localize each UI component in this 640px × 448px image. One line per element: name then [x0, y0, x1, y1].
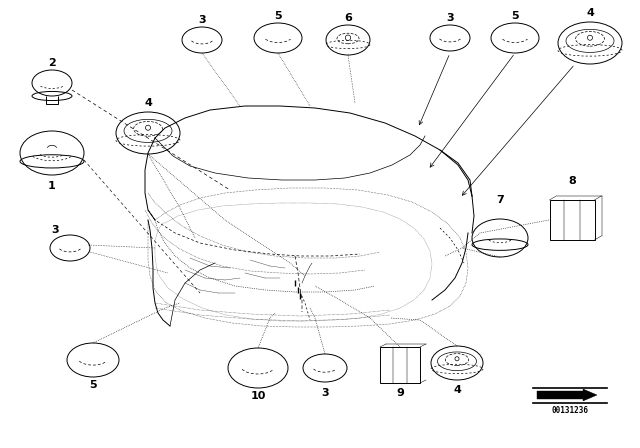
Text: 3: 3: [51, 225, 59, 235]
Text: 5: 5: [274, 11, 282, 21]
Text: 3: 3: [198, 15, 206, 25]
Bar: [550, 200, 595, 240]
Text: 4: 4: [144, 98, 152, 108]
Text: 9: 9: [396, 388, 404, 398]
Text: 3: 3: [446, 13, 454, 23]
Bar: [380, 347, 420, 383]
Text: 4: 4: [586, 8, 594, 18]
Text: 2: 2: [48, 58, 56, 68]
Text: 7: 7: [496, 195, 504, 205]
Text: 6: 6: [344, 13, 352, 23]
Text: 5: 5: [511, 11, 519, 21]
Text: 00131236: 00131236: [552, 406, 589, 415]
Text: 3: 3: [321, 388, 329, 398]
Text: 4: 4: [453, 385, 461, 395]
Text: 1: 1: [48, 181, 56, 191]
Text: 5: 5: [89, 380, 97, 390]
Polygon shape: [537, 389, 597, 401]
Text: 8: 8: [568, 176, 576, 186]
Text: 10: 10: [250, 391, 266, 401]
